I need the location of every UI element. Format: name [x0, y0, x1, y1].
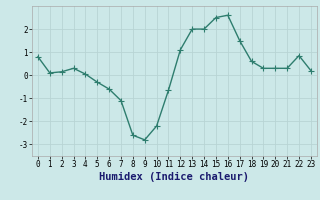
- X-axis label: Humidex (Indice chaleur): Humidex (Indice chaleur): [100, 172, 249, 182]
